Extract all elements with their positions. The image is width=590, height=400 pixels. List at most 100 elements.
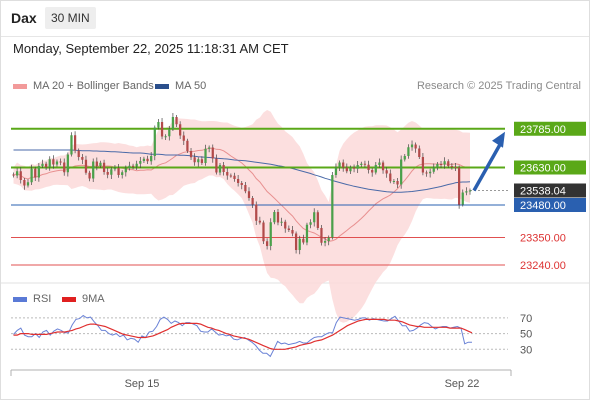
candle: [131, 165, 135, 167]
candle: [102, 162, 106, 172]
price-level-label: 23785.00: [520, 124, 566, 136]
candle: [110, 169, 113, 175]
candle: [106, 172, 109, 175]
price-level-tag: [514, 183, 586, 198]
candle: [84, 159, 88, 173]
ma50-legend: MA 50: [155, 80, 206, 92]
candle: [450, 166, 454, 167]
candle: [287, 228, 290, 230]
candle: [269, 222, 272, 246]
ma50-line: [13, 149, 471, 193]
price-level-label: 23630.00: [520, 163, 566, 175]
candle: [265, 241, 269, 246]
candle: [465, 191, 468, 193]
candle: [392, 181, 396, 182]
candle: [367, 164, 370, 170]
candle: [160, 122, 164, 137]
candle: [240, 183, 243, 185]
timeframe-button[interactable]: 30 MIN: [45, 7, 96, 29]
candle: [139, 161, 142, 164]
candle: [327, 237, 330, 241]
price-panel: 23785.00 23630.00 23538.04 23480.00 23350.00…: [11, 110, 586, 323]
rsi-swatch: [13, 296, 27, 302]
candle: [280, 221, 283, 223]
candle: [186, 140, 189, 151]
candle: [436, 164, 439, 168]
candle: [374, 165, 377, 173]
price-level-tag: [514, 121, 586, 136]
forecast-arrowhead: [492, 131, 505, 148]
candle: [179, 124, 182, 136]
candle: [458, 167, 461, 205]
candle: [128, 165, 131, 169]
candle: [349, 167, 352, 172]
rsi-ma-legend-label: 9MA: [82, 293, 105, 305]
price-level-label: 23480.00: [520, 200, 566, 212]
candle: [371, 170, 374, 173]
candle: [284, 221, 287, 229]
candle: [363, 163, 367, 165]
candle: [396, 181, 399, 185]
candle: [309, 222, 312, 225]
rsi-legend-label: RSI: [33, 293, 52, 305]
candle: [294, 233, 298, 250]
candle: [150, 156, 153, 162]
candle: [425, 172, 428, 174]
candle: [407, 147, 410, 156]
time-axis: Sep 15 Sep 22: [10, 369, 512, 390]
candle: [182, 135, 185, 141]
candle: [44, 163, 48, 168]
chart-datetime: Monday, September 22, 2025 11:18:31 AM C…: [13, 41, 289, 56]
candle: [153, 127, 156, 156]
candle: [345, 167, 348, 172]
instrument-name: Dax: [11, 10, 37, 26]
candle: [164, 136, 167, 138]
candle: [400, 159, 403, 185]
candle: [276, 212, 280, 223]
candle: [342, 162, 345, 168]
candle: [352, 167, 356, 169]
candle: [99, 162, 102, 166]
candle: [197, 159, 200, 163]
candle: [273, 212, 276, 223]
rsi-ma-line: [13, 318, 473, 350]
candle: [12, 174, 15, 176]
candle: [403, 156, 406, 160]
candle: [63, 162, 66, 173]
candle: [55, 161, 59, 165]
candle: [298, 238, 301, 250]
candle: [255, 204, 258, 221]
candle: [59, 161, 62, 163]
candle: [48, 159, 51, 168]
candle: [81, 157, 84, 160]
candle: [389, 173, 392, 182]
candle: [113, 168, 117, 170]
candle: [360, 163, 363, 165]
candle: [52, 159, 55, 165]
candle: [381, 162, 385, 171]
x-tick-label: Sep 15: [125, 378, 160, 390]
rsi-legend: RSI: [13, 293, 51, 305]
candle: [385, 170, 388, 174]
candle: [222, 165, 225, 172]
candle: [124, 168, 127, 173]
candle: [244, 185, 247, 192]
price-level-label: 23538.04: [520, 185, 566, 197]
rsi-tick-label: 50: [520, 329, 532, 341]
candle: [414, 144, 417, 149]
candle: [418, 148, 421, 157]
candle: [19, 171, 22, 180]
candle: [356, 165, 359, 169]
candle: [447, 161, 450, 166]
candle: [237, 179, 240, 183]
candle: [211, 147, 214, 159]
rsi-ma-swatch: [62, 296, 76, 302]
candle: [262, 222, 265, 242]
candle: [15, 171, 19, 176]
candle: [121, 172, 124, 175]
candle: [338, 162, 341, 168]
rsi-panel: 70 50 30: [11, 313, 532, 358]
candle: [66, 154, 69, 173]
candle: [461, 192, 464, 205]
